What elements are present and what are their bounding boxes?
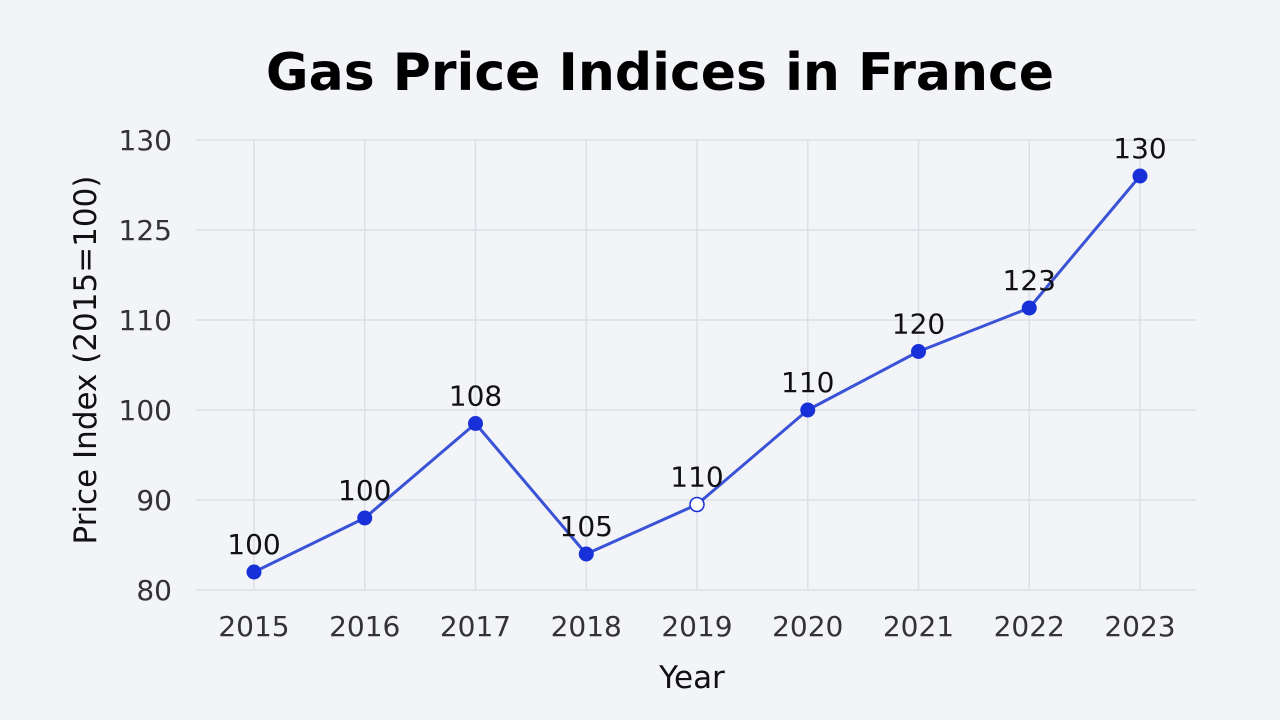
x-tick-label: 2018 xyxy=(551,610,622,643)
data-point xyxy=(357,510,373,526)
data-label: 120 xyxy=(892,308,945,341)
y-tick-label: 90 xyxy=(136,484,172,517)
x-tick-label: 2015 xyxy=(218,610,289,643)
y-tick-label: 110 xyxy=(119,304,172,337)
data-label: 105 xyxy=(560,510,613,543)
grid xyxy=(196,139,1196,591)
data-point xyxy=(911,344,926,359)
chart-title: Gas Price Indices in France xyxy=(266,43,1054,103)
data-label: 100 xyxy=(227,528,280,561)
x-tick-label: 2019 xyxy=(661,610,732,643)
data-point xyxy=(468,416,483,431)
y-tick-label: 125 xyxy=(119,214,172,247)
data-point xyxy=(689,496,705,513)
data-point xyxy=(1021,300,1037,316)
data-point xyxy=(800,402,816,418)
data-label: 110 xyxy=(781,366,834,399)
data-label: 130 xyxy=(1113,132,1166,165)
y-axis-label: Price Index (2015=100) xyxy=(68,176,104,545)
data-label: 110 xyxy=(670,461,723,494)
x-tick-label: 2021 xyxy=(883,610,954,643)
y-tick-label: 80 xyxy=(136,574,172,607)
data-point xyxy=(578,546,594,562)
x-tick-label: 2022 xyxy=(994,610,1065,643)
y-tick-label: 100 xyxy=(119,394,172,427)
x-tick-label: 2023 xyxy=(1104,610,1175,643)
x-tick-label: 2020 xyxy=(772,610,843,643)
y-axis-ticks: 80 90 100 110 125 130 xyxy=(119,124,172,607)
data-label: 123 xyxy=(1003,264,1056,297)
series: 100 100 108 105 110 110 120 123 130 xyxy=(227,132,1167,580)
y-tick-label: 130 xyxy=(119,124,172,157)
x-axis-label: Year xyxy=(658,660,725,696)
data-label: 100 xyxy=(338,474,391,507)
x-tick-label: 2016 xyxy=(329,610,400,643)
data-point xyxy=(1132,168,1148,184)
x-tick-label: 2017 xyxy=(440,610,511,643)
x-axis-ticks: 2015 2016 2017 2018 2019 2020 2021 2022 2023 xyxy=(218,610,1175,643)
data-point xyxy=(246,564,262,580)
data-label: 108 xyxy=(449,380,502,413)
